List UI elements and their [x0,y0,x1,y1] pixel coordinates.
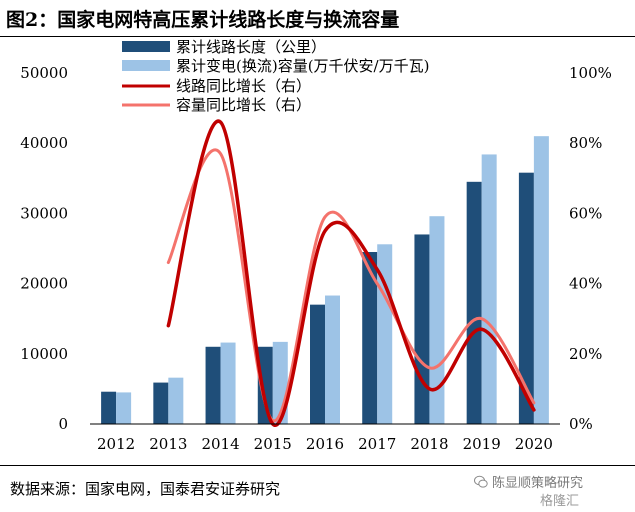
source-note: 数据来源：国家电网，国泰君安证券研究 [10,480,281,498]
line-capacity-growth [166,148,536,423]
bottom-rule [0,465,635,466]
bar-capacity-2012 [116,392,132,424]
bar-capacity-2018 [429,216,445,424]
axes-layer: 2012 2013 2014 2015 2016 2017 2018 2019 2020 0 100… [20,64,612,453]
bar-capacity-2019 [481,154,497,424]
y-right-tick-label: 80% [569,134,602,152]
bar-length-2015 [257,346,273,424]
bar-capacity-2016 [325,295,340,424]
legend-label-3: 容量同比增长（右） [176,96,311,114]
x-tick-label: 2017 [358,435,396,453]
top-rule [0,36,635,37]
x-tick-label: 2016 [306,435,344,453]
y-left-tick-label: 30000 [20,204,68,222]
bar-length-2019 [466,181,482,424]
watermark-logo-text: 格隆汇 [540,494,580,509]
bar-capacity-2020 [533,136,549,424]
y-right-tick-label: 100% [569,64,612,82]
y-left-tick-label: 0 [58,415,68,433]
legend-label-0: 累计线路长度（公里） [176,38,326,56]
watermark: 陈显顺策略研究 格隆汇 [474,472,584,509]
chart: 2012 2013 2014 2015 2016 2017 2018 2019 2020 0 100… [20,38,612,453]
y-left-tick-label: 10000 [20,345,68,363]
bar-length-2012 [101,391,117,424]
bar-length-2013 [153,382,169,424]
y-left-tick-label: 20000 [20,275,68,293]
x-tick-label: 2019 [463,435,501,453]
bar-capacity-2014 [220,342,236,424]
line-length-growth [166,119,536,427]
y-left-tick-label: 40000 [20,134,68,152]
legend-label-2: 线路同比增长（右） [176,77,311,95]
x-tick-label: 2020 [515,435,553,453]
legend-swatch-1 [122,60,170,71]
bar-length-2014 [205,346,221,424]
y-right-tick-label: 0% [569,415,593,433]
y-right-tick-label: 40% [569,275,602,293]
chart-title: 图2：国家电网特高压累计线路长度与换流容量 [6,9,400,31]
lines-layer [166,119,536,427]
legend-label-1: 累计变电(换流)容量(万千伏安/万千瓦) [176,57,429,75]
bar-capacity-2013 [168,377,184,424]
bar-length-2017 [362,252,378,424]
x-tick-label: 2015 [254,435,292,453]
bar-length-2020 [518,172,534,424]
y-left-tick-label: 50000 [20,64,68,82]
bars-layer [101,136,549,424]
bar-length-2016 [310,304,325,424]
legend: 累计线路长度（公里）累计变电(换流)容量(万千伏安/万千瓦) 线路同比增长（右）容… [122,38,429,114]
x-tick-label: 2012 [97,435,135,453]
x-tick-label: 2014 [201,435,239,453]
watermark-text: 陈显顺策略研究 [492,476,584,491]
y-right-tick-label: 20% [569,345,602,363]
wechat-icon [474,475,488,488]
bar-length-2018 [414,234,430,424]
y-right-tick-label: 60% [569,204,602,222]
x-tick-label: 2018 [410,435,448,453]
x-tick-label: 2013 [149,435,187,453]
legend-swatch-0 [122,41,170,52]
